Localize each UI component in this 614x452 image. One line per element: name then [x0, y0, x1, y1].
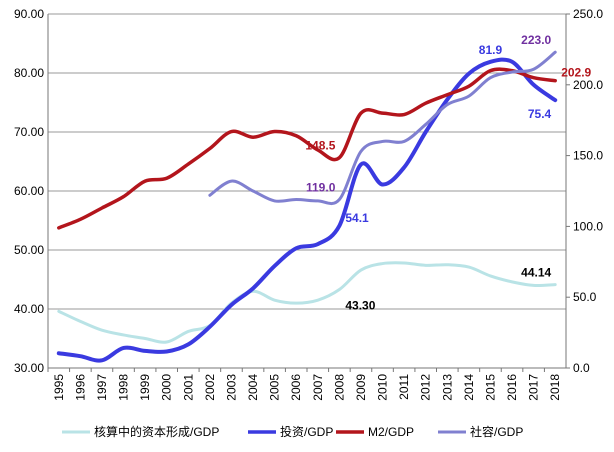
- x-tick-label: 2012: [419, 374, 433, 401]
- y-left-tick-label: 40.00: [14, 302, 44, 316]
- x-tick-label: 1998: [117, 374, 131, 401]
- data-labels: 81.9 75.4 54.1 43.30 44.14 148.5 202.9 119.0 223…: [305, 33, 591, 312]
- y-left-axis: 30.00 40.00 50.00 60.00 70.00 80.00 90.00: [14, 7, 44, 375]
- y-left-tick-label: 50.00: [14, 243, 44, 257]
- y-right-tick-label: 0.0: [573, 361, 590, 375]
- y-right-tick-label: 250.0: [573, 7, 603, 21]
- y-left-tick-label: 70.00: [14, 125, 44, 139]
- data-label: 119.0: [306, 180, 336, 194]
- x-axis: 1995 1996 1997 1998 1999 2000 2001 2002 2003 2004…: [47, 368, 562, 401]
- legend-label: 社容/GDP: [470, 424, 523, 439]
- legend: 核算中的资本形成/GDP 投资/GDP M2/GDP 社容/GDP: [62, 424, 523, 439]
- x-tick-label: 2014: [462, 374, 476, 401]
- y-right-tick-label: 100.0: [573, 219, 603, 233]
- x-tick-label: 2004: [246, 374, 260, 401]
- x-tick-label: 2007: [311, 374, 325, 401]
- x-tick-label: 2010: [376, 374, 390, 401]
- data-label: 148.5: [305, 139, 335, 153]
- series-line: [208, 50, 557, 206]
- y-right-axis: 0.0 50.0 100.0 150.0 200.0 250.0: [566, 7, 603, 375]
- series-line: [57, 67, 557, 230]
- legend-label: 核算中的资本形成/GDP: [94, 424, 219, 439]
- x-tick-label: 2017: [527, 374, 541, 401]
- x-tick-label: 1999: [138, 374, 152, 401]
- x-tick-label: 2018: [548, 374, 562, 401]
- series-lines: [56, 50, 558, 363]
- data-label: 81.9: [479, 43, 503, 57]
- series-line: [56, 57, 558, 363]
- data-label: 43.30: [345, 299, 375, 313]
- data-label: 54.1: [345, 211, 369, 225]
- y-right-tick-label: 150.0: [573, 149, 603, 163]
- data-label: 223.0: [521, 33, 551, 47]
- y-left-tick-label: 60.00: [14, 184, 44, 198]
- data-label: 75.4: [528, 107, 552, 121]
- series-line: [57, 261, 557, 344]
- x-tick-label: 2002: [203, 374, 217, 401]
- legend-label: M2/GDP: [368, 425, 414, 439]
- x-tick-label: 1996: [73, 374, 87, 401]
- y-left-tick-label: 80.00: [14, 66, 44, 80]
- data-label: 202.9: [561, 66, 591, 80]
- x-tick-label: 2013: [440, 374, 454, 401]
- legend-label: 投资/GDP: [280, 424, 333, 439]
- x-tick-label: 2005: [268, 374, 282, 401]
- x-tick-label: 2001: [181, 374, 195, 401]
- y-left-tick-label: 90.00: [14, 7, 44, 21]
- y-left-tick-label: 30.00: [14, 361, 44, 375]
- x-tick-label: 1997: [95, 374, 109, 401]
- x-tick-label: 2003: [224, 374, 238, 401]
- data-label: 44.14: [521, 266, 551, 280]
- x-tick-label: 2009: [354, 374, 368, 401]
- x-tick-label: 2015: [483, 374, 497, 401]
- y-right-tick-label: 200.0: [573, 78, 603, 92]
- x-tick-label: 2008: [332, 374, 346, 401]
- y-right-tick-label: 50.0: [573, 290, 597, 304]
- x-tick-label: 1995: [52, 374, 66, 401]
- x-tick-label: 2006: [289, 374, 303, 401]
- grid: [48, 13, 566, 369]
- x-tick-label: 2016: [505, 374, 519, 401]
- x-tick-label: 2000: [160, 374, 174, 401]
- x-tick-label: 2011: [397, 374, 411, 400]
